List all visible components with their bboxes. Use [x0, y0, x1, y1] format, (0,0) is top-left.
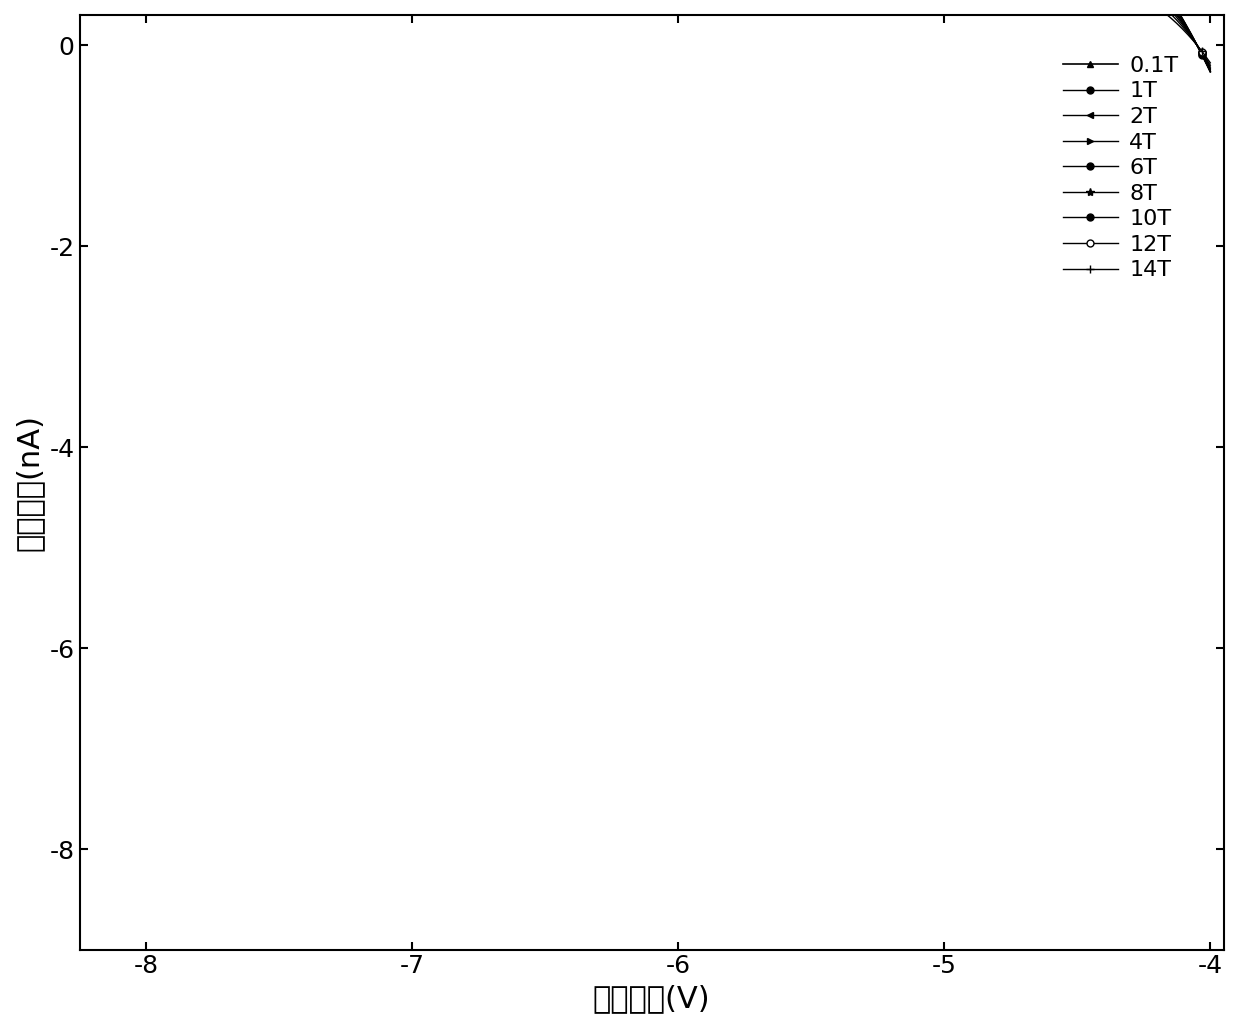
- 2T: [449, 0, 464, 1]
- Line: 6T: 6T: [89, 0, 1214, 73]
- 10T: [892, 0, 906, 1]
- 14T: [528, 0, 543, 1]
- 0.1T: [892, 0, 906, 1]
- 6T: [449, 0, 464, 1]
- Legend: 0.1T, 1T, 2T, 4T, 6T, 8T, 10T, 12T, 14T: 0.1T, 1T, 2T, 4T, 6T, 8T, 10T, 12T, 14T: [1052, 45, 1189, 292]
- 8T: [789, 0, 804, 1]
- 4T: [1203, 65, 1218, 77]
- 1T: [219, 0, 234, 1]
- Line: 4T: 4T: [89, 0, 1214, 74]
- 0.1T: [449, 0, 464, 1]
- 4T: [898, 0, 913, 1]
- 4T: [892, 0, 906, 1]
- 12T: [898, 0, 913, 1]
- 6T: [1203, 64, 1218, 76]
- 12T: [1203, 59, 1218, 71]
- 1T: [898, 0, 913, 1]
- 10T: [86, 0, 100, 1]
- 1T: [892, 0, 906, 1]
- 0.1T: [898, 0, 913, 1]
- 12T: [219, 0, 234, 1]
- 10T: [528, 0, 543, 1]
- 6T: [898, 0, 913, 1]
- 4T: [219, 0, 234, 1]
- 1T: [1203, 66, 1218, 78]
- Line: 2T: 2T: [89, 0, 1214, 75]
- 14T: [892, 0, 906, 1]
- 6T: [86, 0, 100, 1]
- 8T: [1203, 63, 1218, 75]
- 14T: [1203, 57, 1218, 69]
- 10T: [789, 0, 804, 1]
- 2T: [528, 0, 543, 1]
- 4T: [86, 0, 100, 1]
- 14T: [789, 0, 804, 1]
- 10T: [1203, 61, 1218, 73]
- 0.1T: [1203, 66, 1218, 78]
- 10T: [449, 0, 464, 1]
- 2T: [892, 0, 906, 1]
- 2T: [898, 0, 913, 1]
- 12T: [449, 0, 464, 1]
- 6T: [219, 0, 234, 1]
- 2T: [219, 0, 234, 1]
- 8T: [86, 0, 100, 1]
- 10T: [898, 0, 913, 1]
- Line: 14T: 14T: [89, 0, 1214, 67]
- 14T: [898, 0, 913, 1]
- 8T: [219, 0, 234, 1]
- Line: 1T: 1T: [89, 0, 1214, 75]
- Line: 12T: 12T: [89, 0, 1214, 69]
- 8T: [898, 0, 913, 1]
- 2T: [789, 0, 804, 1]
- 4T: [528, 0, 543, 1]
- X-axis label: 源漏电压(V): 源漏电压(V): [593, 984, 711, 1013]
- 1T: [86, 0, 100, 1]
- 8T: [528, 0, 543, 1]
- 6T: [528, 0, 543, 1]
- 0.1T: [86, 0, 100, 1]
- 1T: [449, 0, 464, 1]
- 14T: [219, 0, 234, 1]
- 6T: [789, 0, 804, 1]
- 12T: [86, 0, 100, 1]
- 1T: [528, 0, 543, 1]
- 14T: [449, 0, 464, 1]
- 8T: [892, 0, 906, 1]
- 4T: [789, 0, 804, 1]
- 8T: [449, 0, 464, 1]
- Line: 0.1T: 0.1T: [89, 0, 1214, 75]
- 6T: [892, 0, 906, 1]
- Line: 10T: 10T: [89, 0, 1214, 71]
- 0.1T: [219, 0, 234, 1]
- 12T: [892, 0, 906, 1]
- Line: 8T: 8T: [89, 0, 1214, 73]
- 0.1T: [789, 0, 804, 1]
- 12T: [789, 0, 804, 1]
- 4T: [449, 0, 464, 1]
- 14T: [86, 0, 100, 1]
- 10T: [219, 0, 234, 1]
- 0.1T: [528, 0, 543, 1]
- 12T: [528, 0, 543, 1]
- Y-axis label: 源漏电流(nA): 源漏电流(nA): [15, 414, 43, 551]
- 2T: [86, 0, 100, 1]
- 2T: [1203, 66, 1218, 78]
- 1T: [789, 0, 804, 1]
